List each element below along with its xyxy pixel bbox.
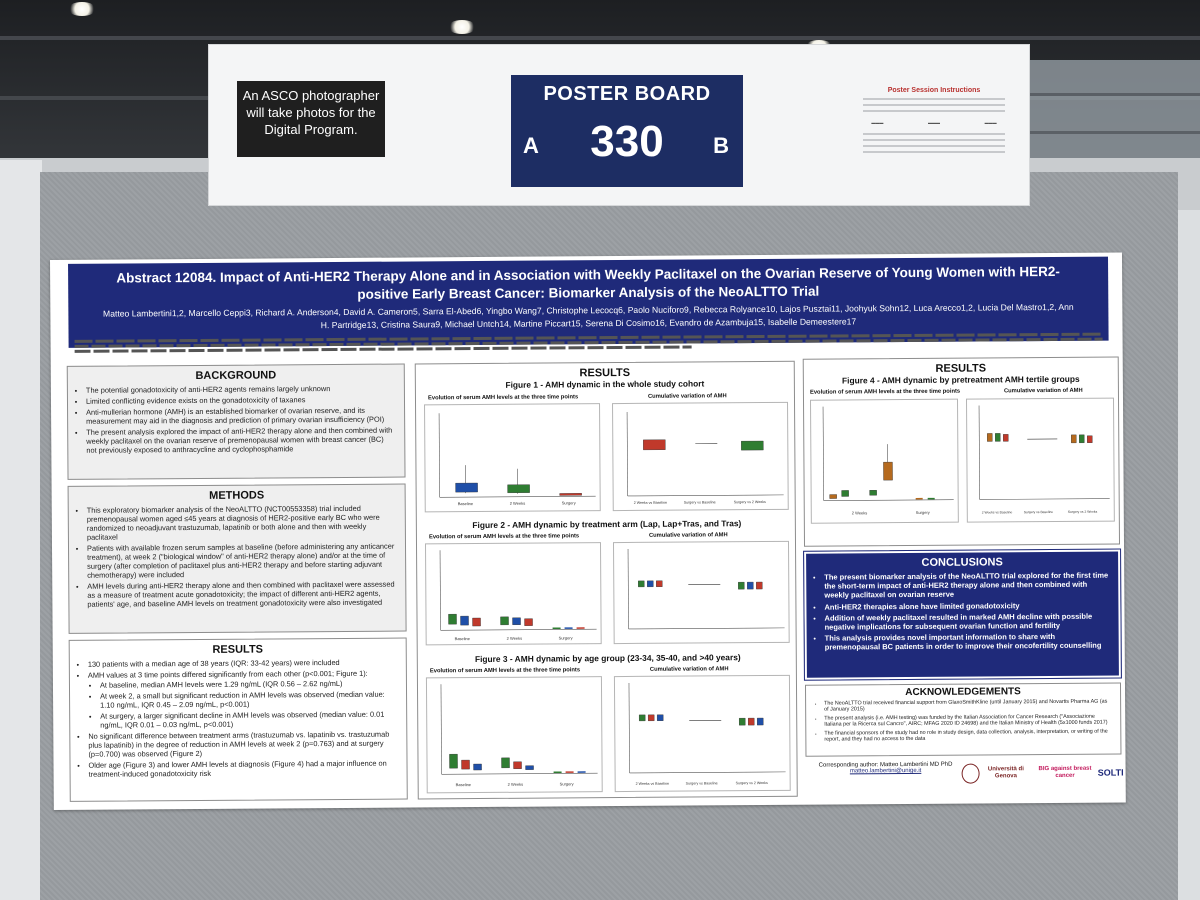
- tick-label: Surgery vs 2 Weeks: [734, 500, 766, 504]
- tick-label: Surgery vs 2 Weeks: [736, 781, 768, 785]
- results-item: AMH values at 3 time points differed sig…: [88, 669, 396, 730]
- figure-4-left-caption: Evolution of serum AMH levels at the thr…: [809, 388, 961, 396]
- board-number: 330: [590, 117, 664, 166]
- tick-label: Surgery vs 2 Weeks: [1068, 510, 1098, 514]
- results-subitem: At surgery, a larger significant decline…: [100, 710, 396, 730]
- results-item: Older age (Figure 3) and lower AMH level…: [88, 759, 396, 779]
- methods-item: This exploratory biomarker analysis of t…: [87, 504, 395, 542]
- conclusion-item: The present biomarker analysis of the Ne…: [824, 571, 1110, 601]
- tick-label: 2 Weeks: [510, 501, 526, 506]
- methods-section: METHODS This exploratory biomarker analy…: [67, 483, 407, 634]
- board-edge-left: [0, 160, 42, 900]
- results-subitem: At week 2, a small but significant reduc…: [100, 690, 396, 710]
- board-edge-right: [1176, 210, 1200, 900]
- tick-label: Surgery: [562, 500, 576, 505]
- figure-1-right-caption: Cumulative variation of AMH: [647, 393, 727, 400]
- corresponding-author: Corresponding author: Matteo Lambertini …: [806, 762, 966, 775]
- tick-label: Surgery vs Baseline: [686, 781, 718, 785]
- tick-label: Baseline: [458, 501, 474, 506]
- results-subitem: At baseline, median AMH levels were 1.29…: [100, 679, 396, 690]
- tick-label: Baseline: [455, 636, 471, 641]
- tick-label: 2 Weeks vs Baseline: [634, 501, 667, 505]
- figure-4-cumulative: 2 Weeks vs Baseline Surgery vs Baseline …: [965, 397, 1115, 523]
- poster-title: Abstract 12084. Impact of Anti-HER2 Ther…: [116, 263, 1060, 302]
- figure-2-boxplot: Baseline 2 Weeks Surgery: [424, 542, 602, 646]
- board-side-b: B: [713, 133, 729, 158]
- board-number-plate: POSTER BOARD A 330 B: [511, 75, 743, 187]
- figure-1-left-caption: Evolution of serum AMH levels at the thr…: [427, 394, 579, 402]
- university-seal-icon: [961, 763, 980, 784]
- poster-authors: Matteo Lambertini1,2, Marcello Ceppi3, R…: [102, 301, 1074, 331]
- figure-3-boxplot: Baseline 2 Weeks Surgery: [425, 676, 603, 794]
- methods-item: Patients with available frozen serum sam…: [87, 542, 395, 580]
- tick-label: 2 Weeks vs Baseline: [636, 782, 669, 786]
- conclusion-item: Addition of weekly paclitaxel resulted i…: [824, 611, 1110, 632]
- acknowledgements-section: ACKNOWLEDGEMENTS The NeoALTTO trial rece…: [804, 682, 1122, 757]
- tick-label: Surgery: [916, 510, 930, 515]
- results-item: No significant difference between treatm…: [88, 730, 396, 759]
- session-instructions: Poster Session Instructions ▬▬▬ ▬▬▬ ▬▬▬: [849, 87, 1019, 199]
- tick-label: 2 Weeks: [508, 782, 524, 787]
- background-item: The present analysis explored the impact…: [86, 426, 394, 455]
- acknowledgement-item: The present analysis (i.e. AMH testing) …: [824, 713, 1110, 728]
- results-figure-4-section: RESULTS Figure 4 - AMH dynamic by pretre…: [802, 356, 1121, 547]
- figure-3-right-caption: Cumulative variation of AMH: [649, 666, 729, 673]
- instructions-title: Poster Session Instructions: [887, 87, 981, 94]
- background-item: The potential gonadotoxicity of anti-HER…: [86, 384, 394, 395]
- figure-2-title: Figure 2 - AMH dynamic by treatment arm …: [472, 518, 742, 531]
- results-item: 130 patients with a median age of 38 yea…: [88, 658, 396, 669]
- figure-1-cumulative: 2 Weeks vs Baseline Surgery vs Baseline …: [612, 401, 789, 512]
- board-label: POSTER BOARD: [543, 83, 711, 105]
- results-figures-section: RESULTS Figure 1 - AMH dynamic in the wh…: [414, 360, 798, 800]
- figure-4-right-caption: Cumulative variation of AMH: [1003, 387, 1083, 395]
- results-summary-section: RESULTS 130 patients with a median age o…: [68, 637, 408, 802]
- ceiling-lamp: [68, 2, 96, 16]
- methods-item: AMH levels during anti-HER2 therapy alon…: [87, 580, 395, 609]
- sponsor-logos: Università di Genova BIG against breast …: [961, 755, 1124, 792]
- figure-4-boxplot: 2 Weeks Surgery: [809, 398, 959, 524]
- big-logo: BIG against breast cancer: [1038, 765, 1092, 779]
- figure-2-cumulative: [612, 540, 790, 645]
- tick-label: 2 Weeks: [852, 510, 868, 515]
- background-section: BACKGROUND The potential gonadotoxicity …: [66, 363, 406, 480]
- figure-3-left-caption: Evolution of serum AMH levels at the thr…: [429, 667, 581, 675]
- conclusions-section: CONCLUSIONS The present biomarker analys…: [803, 548, 1122, 681]
- photographer-notice: An ASCO photographer will take photos fo…: [237, 81, 385, 157]
- figure-2-right-caption: Cumulative variation of AMH: [648, 532, 728, 539]
- tick-label: 2 Weeks vs Baseline: [982, 510, 1013, 514]
- acknowledgement-item: The NeoALTTO trial received financial su…: [824, 699, 1110, 714]
- poster-board-sign: An ASCO photographer will take photos fo…: [208, 44, 1030, 206]
- acknowledgement-item: The financial sponsors of the study had …: [824, 728, 1110, 743]
- research-poster: Abstract 12084. Impact of Anti-HER2 Ther…: [50, 252, 1126, 810]
- tick-label: Surgery: [559, 635, 573, 640]
- figure-2-left-caption: Evolution of serum AMH levels at the thr…: [428, 533, 580, 541]
- figure-3-cumulative: 2 Weeks vs Baseline Surgery vs Baseline …: [613, 674, 791, 793]
- figure-1-title: Figure 1 - AMH dynamic in the whole stud…: [505, 378, 705, 390]
- background-item: Anti-mullerian hormone (AMH) is an estab…: [86, 406, 394, 426]
- solti-logo: SOLTI: [1097, 767, 1124, 778]
- tick-label: Baseline: [456, 782, 472, 787]
- figure-1-boxplot: Baseline 2 Weeks Surgery: [424, 403, 601, 513]
- figure-3-title: Figure 3 - AMH dynamic by age group (23-…: [474, 652, 741, 665]
- ceiling-beam: [0, 36, 1200, 40]
- background-item: Limited conflicting evidence exists on t…: [86, 395, 394, 406]
- tick-label: 2 Weeks: [507, 636, 523, 641]
- conclusion-item: Anti-HER2 therapies alone have limited g…: [824, 600, 1110, 611]
- figure-4-title: Figure 4 - AMH dynamic by pretreatment A…: [841, 373, 1080, 386]
- conclusion-item: This analysis provides novel important i…: [825, 632, 1111, 652]
- tick-label: Surgery vs Baseline: [684, 500, 716, 504]
- board-side-a: A: [523, 133, 539, 158]
- corresponding-author-email[interactable]: matteo.lambertini@unige.it: [849, 767, 922, 775]
- tick-label: Surgery vs Baseline: [1024, 510, 1054, 514]
- university-logo: Università di Genova: [987, 766, 1024, 780]
- ceiling-lamp: [448, 20, 476, 34]
- tick-label: Surgery: [560, 781, 574, 786]
